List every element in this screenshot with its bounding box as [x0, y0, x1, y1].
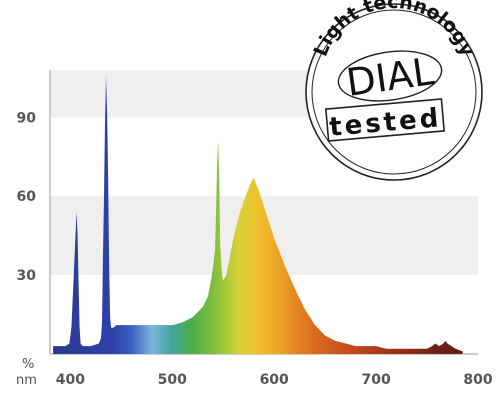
x-tick-label: 800	[463, 372, 492, 388]
y-tick-label: 60	[17, 189, 37, 205]
x-tick-label: 500	[158, 372, 187, 388]
spectrum-area	[53, 75, 463, 355]
y-tick-labels: 30 60 90	[17, 110, 37, 284]
y-tick-label: 30	[17, 268, 37, 284]
y-tick-label: 90	[17, 110, 37, 126]
x-tick-label: 400	[56, 372, 85, 388]
y-unit-label: %	[22, 357, 34, 372]
x-tick-labels: 400 500 600 700 800	[56, 372, 493, 388]
dial-tested-badge: Light technology DIAL tested	[305, 0, 483, 181]
x-unit-label: nm	[16, 373, 37, 388]
x-tick-label: 600	[260, 372, 289, 388]
x-tick-label: 700	[361, 372, 390, 388]
